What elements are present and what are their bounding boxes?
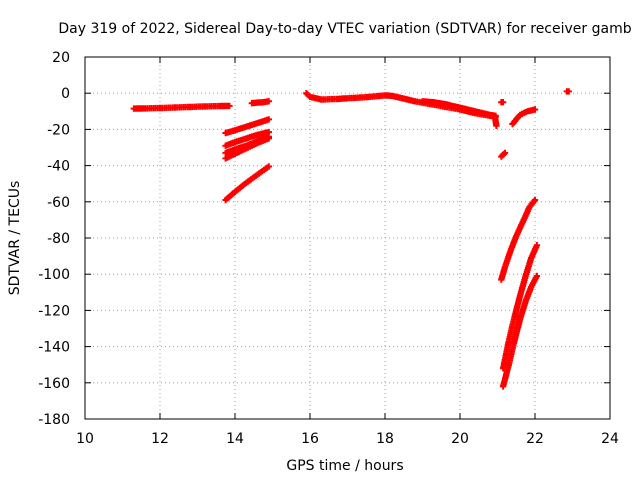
series-seg-2: [222, 116, 272, 137]
x-tick-label: 18: [376, 431, 394, 447]
x-tick-labels: 10 12 14 16 18 20 22 24: [76, 431, 619, 447]
data-marks: [499, 272, 541, 390]
data-marks: [498, 149, 509, 160]
data-marks: [222, 116, 272, 137]
y-tick-label: -60: [47, 195, 70, 211]
series-seg-12: [498, 149, 509, 160]
x-axis-label: GPS time / hours: [286, 458, 403, 474]
series-seg-16: [499, 242, 541, 372]
series-seg-6: [222, 163, 272, 204]
chart-title: Day 319 of 2022, Sidereal Day-to-day VTE…: [58, 21, 631, 37]
data-marks: [509, 106, 539, 128]
series-seg-3: [222, 128, 272, 149]
grid: [85, 57, 610, 419]
data-marks: [130, 102, 233, 112]
y-tick-label: -20: [47, 122, 70, 138]
x-tick-label: 16: [301, 431, 319, 447]
series-seg-11: [498, 99, 507, 106]
x-tick-label: 24: [601, 431, 619, 447]
data-marks: [498, 196, 539, 283]
data-points: [130, 88, 572, 390]
series-seg-5: [222, 135, 272, 162]
y-tick-label: -80: [47, 231, 70, 247]
y-axis-label: SDTVAR / TECUs: [7, 181, 23, 296]
y-tick-label: -160: [38, 376, 70, 392]
y-tick-label: -140: [38, 340, 70, 356]
x-tick-label: 20: [451, 431, 469, 447]
data-marks: [248, 98, 272, 107]
data-marks: [563, 88, 572, 95]
y-tick-label: -40: [47, 159, 70, 175]
x-tick-label: 14: [226, 431, 244, 447]
data-marks: [303, 90, 499, 120]
data-marks: [222, 128, 272, 149]
series-seg-8: [303, 90, 499, 120]
series-seg-7: [248, 98, 272, 107]
data-marks: [491, 113, 500, 129]
y-tick-label: -180: [38, 412, 70, 428]
x-tick-label: 10: [76, 431, 94, 447]
y-tick-label: -100: [38, 267, 70, 283]
y-tick-labels: 20 0 -20 -40 -60 -80 -100 -120 -140 -160 -180: [38, 50, 70, 428]
x-tick-label: 12: [151, 431, 169, 447]
data-marks: [419, 98, 499, 119]
series-seg-1: [130, 102, 233, 112]
axis-ticks: [84, 56, 611, 420]
series-seg-17: [499, 272, 541, 390]
y-tick-label: -120: [38, 303, 70, 319]
series-seg-13: [509, 106, 539, 128]
data-marks: [222, 135, 272, 162]
series-seg-10: [491, 113, 500, 129]
data-marks: [499, 242, 541, 372]
y-tick-label: 0: [61, 86, 70, 102]
series-seg-15: [498, 196, 539, 283]
data-marks: [222, 163, 272, 204]
x-tick-label: 22: [526, 431, 544, 447]
y-tick-label: 20: [52, 50, 70, 66]
data-marks: [498, 99, 507, 106]
series-seg-14: [563, 88, 572, 95]
series-seg-9: [419, 98, 499, 119]
